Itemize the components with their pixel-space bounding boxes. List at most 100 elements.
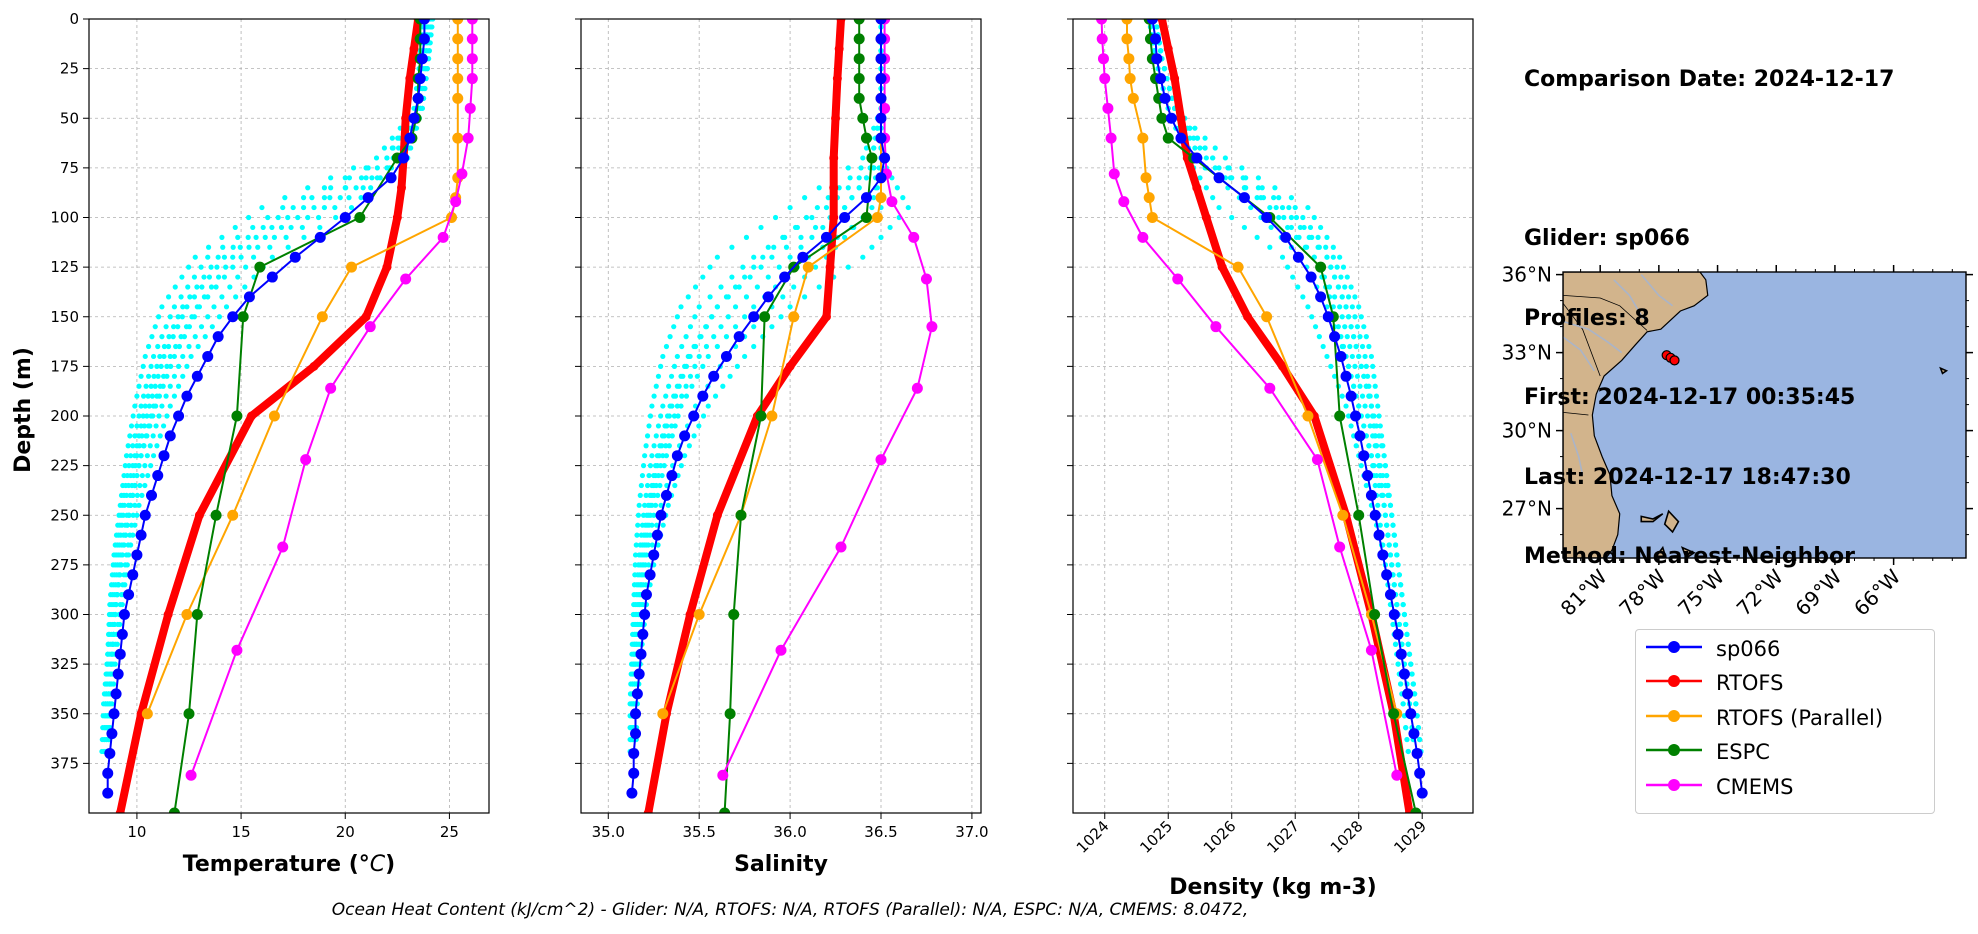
glider-profile-point — [651, 393, 657, 399]
glider-profile-point — [123, 552, 130, 558]
glider-profile-point — [149, 393, 155, 399]
y-tick-label: 125 — [50, 258, 79, 276]
glider-profile-point — [707, 294, 713, 300]
glider-profile-point — [666, 433, 672, 439]
glider-profile-point — [295, 214, 301, 221]
glider-profile-point — [658, 413, 664, 419]
glider-profile-point — [1363, 482, 1369, 489]
glider-profile-point — [327, 195, 333, 201]
legend-swatch-marker — [1668, 744, 1680, 757]
series-point-glider — [748, 311, 760, 323]
glider-profile-point — [157, 353, 163, 360]
glider-profile-point — [117, 601, 123, 608]
glider-profile-point — [1229, 175, 1235, 181]
glider-profile-point — [321, 195, 328, 201]
glider-profile-point — [422, 66, 428, 72]
glider-profile-point — [1359, 393, 1366, 399]
series-point-rtofs-parallel — [875, 192, 887, 204]
series-point-glider — [875, 33, 887, 45]
glider-profile-point — [1339, 343, 1345, 350]
series-point-rtofs — [115, 808, 125, 813]
x-tick-label: 25 — [440, 823, 459, 841]
glider-profile-point — [630, 661, 636, 667]
glider-profile-point — [167, 314, 173, 320]
glider-profile-point — [1318, 224, 1324, 231]
series-point-espc — [735, 509, 747, 521]
glider-profile-point — [201, 294, 208, 300]
series-point-espc — [860, 212, 872, 223]
glider-profile-point — [668, 423, 675, 429]
glider-profile-point — [687, 373, 694, 379]
glider-profile-point — [159, 334, 165, 340]
series-point-cmems — [400, 273, 412, 285]
glider-profile-point — [1380, 443, 1386, 449]
glider-profile-point — [198, 264, 204, 270]
series-line-espc — [723, 19, 873, 813]
glider-profile-point — [112, 542, 118, 548]
glider-profile-point — [321, 185, 328, 191]
series-point-cmems — [466, 33, 478, 45]
glider-profile-point — [1357, 334, 1363, 340]
glider-profile-point — [368, 185, 374, 191]
glider-profile-point — [427, 24, 433, 30]
glider-profile-point — [353, 185, 359, 191]
series-point-rtofs-parallel — [316, 311, 328, 323]
glider-profile-point — [636, 572, 643, 578]
method: Method: Nearest-Neighbor — [1524, 544, 1855, 569]
series-point-glider — [131, 549, 143, 561]
series-point-glider — [1381, 569, 1393, 581]
glider-profile-point — [116, 542, 123, 548]
glider-profile-point — [871, 145, 877, 151]
series-point-cmems — [835, 541, 847, 553]
glider-profile-point — [350, 165, 357, 171]
glider-profile-point — [116, 512, 122, 518]
glider-profile-point — [860, 155, 866, 161]
glider-profile-point — [863, 145, 870, 151]
glider-profile-point — [163, 393, 169, 399]
legend-swatch-espc — [1646, 744, 1702, 757]
glider-profile-point — [1300, 294, 1306, 300]
glider-profile-point — [161, 353, 167, 360]
glider-profile-point — [167, 383, 173, 389]
glider-profile-point — [145, 343, 152, 350]
glider-profile-point — [845, 165, 851, 171]
glider-profile-point — [358, 175, 365, 181]
glider-profile-point — [395, 135, 401, 141]
series-point-glider — [1261, 212, 1273, 223]
series-point-cmems — [185, 769, 197, 781]
series-line-cmems — [1100, 19, 1398, 776]
glider-profile-point — [1351, 383, 1357, 389]
series-point-cmems — [462, 132, 474, 144]
glider-profile-point — [172, 284, 178, 290]
glider-profile-point — [1344, 274, 1350, 280]
glider-profile-point — [743, 234, 750, 240]
glider-profile-point — [1356, 304, 1362, 310]
series-point-rtofs — [829, 183, 839, 193]
glider-profile-point — [108, 592, 114, 598]
series-point-rtofs-parallel — [452, 53, 464, 65]
glider-profile-point — [108, 641, 114, 647]
y-tick-label: 25 — [60, 60, 79, 78]
glider-profile-point — [723, 294, 730, 300]
glider-profile-point — [134, 472, 140, 479]
glider-profile-point — [646, 522, 652, 528]
glider-profile-point — [1305, 204, 1311, 211]
glider-profile-point — [259, 204, 265, 211]
glider-profile-point — [858, 165, 864, 171]
glider-profile-point — [674, 314, 680, 320]
glider-profile-point — [123, 532, 129, 538]
legend-item-rtofs-parallel: RTOFS (Parallel) — [1636, 699, 1934, 733]
glider-profile-point — [1398, 582, 1404, 588]
glider-profile-point — [1286, 204, 1292, 211]
glider-profile-point — [696, 353, 702, 360]
glider-profile-point — [780, 294, 786, 300]
legend: sp066 RTOFS RTOFS (Parallel) ESPC CMEMS — [1635, 629, 1935, 814]
glider-profile-point — [384, 155, 390, 161]
glider-profile-point — [742, 314, 748, 320]
series-point-glider — [640, 589, 652, 601]
glider-profile-point — [1415, 725, 1421, 731]
series-point-glider — [651, 529, 663, 541]
glider-profile-point — [646, 423, 652, 429]
glider-profile-point — [666, 443, 672, 449]
series-point-rtofs-parallel — [802, 261, 814, 273]
